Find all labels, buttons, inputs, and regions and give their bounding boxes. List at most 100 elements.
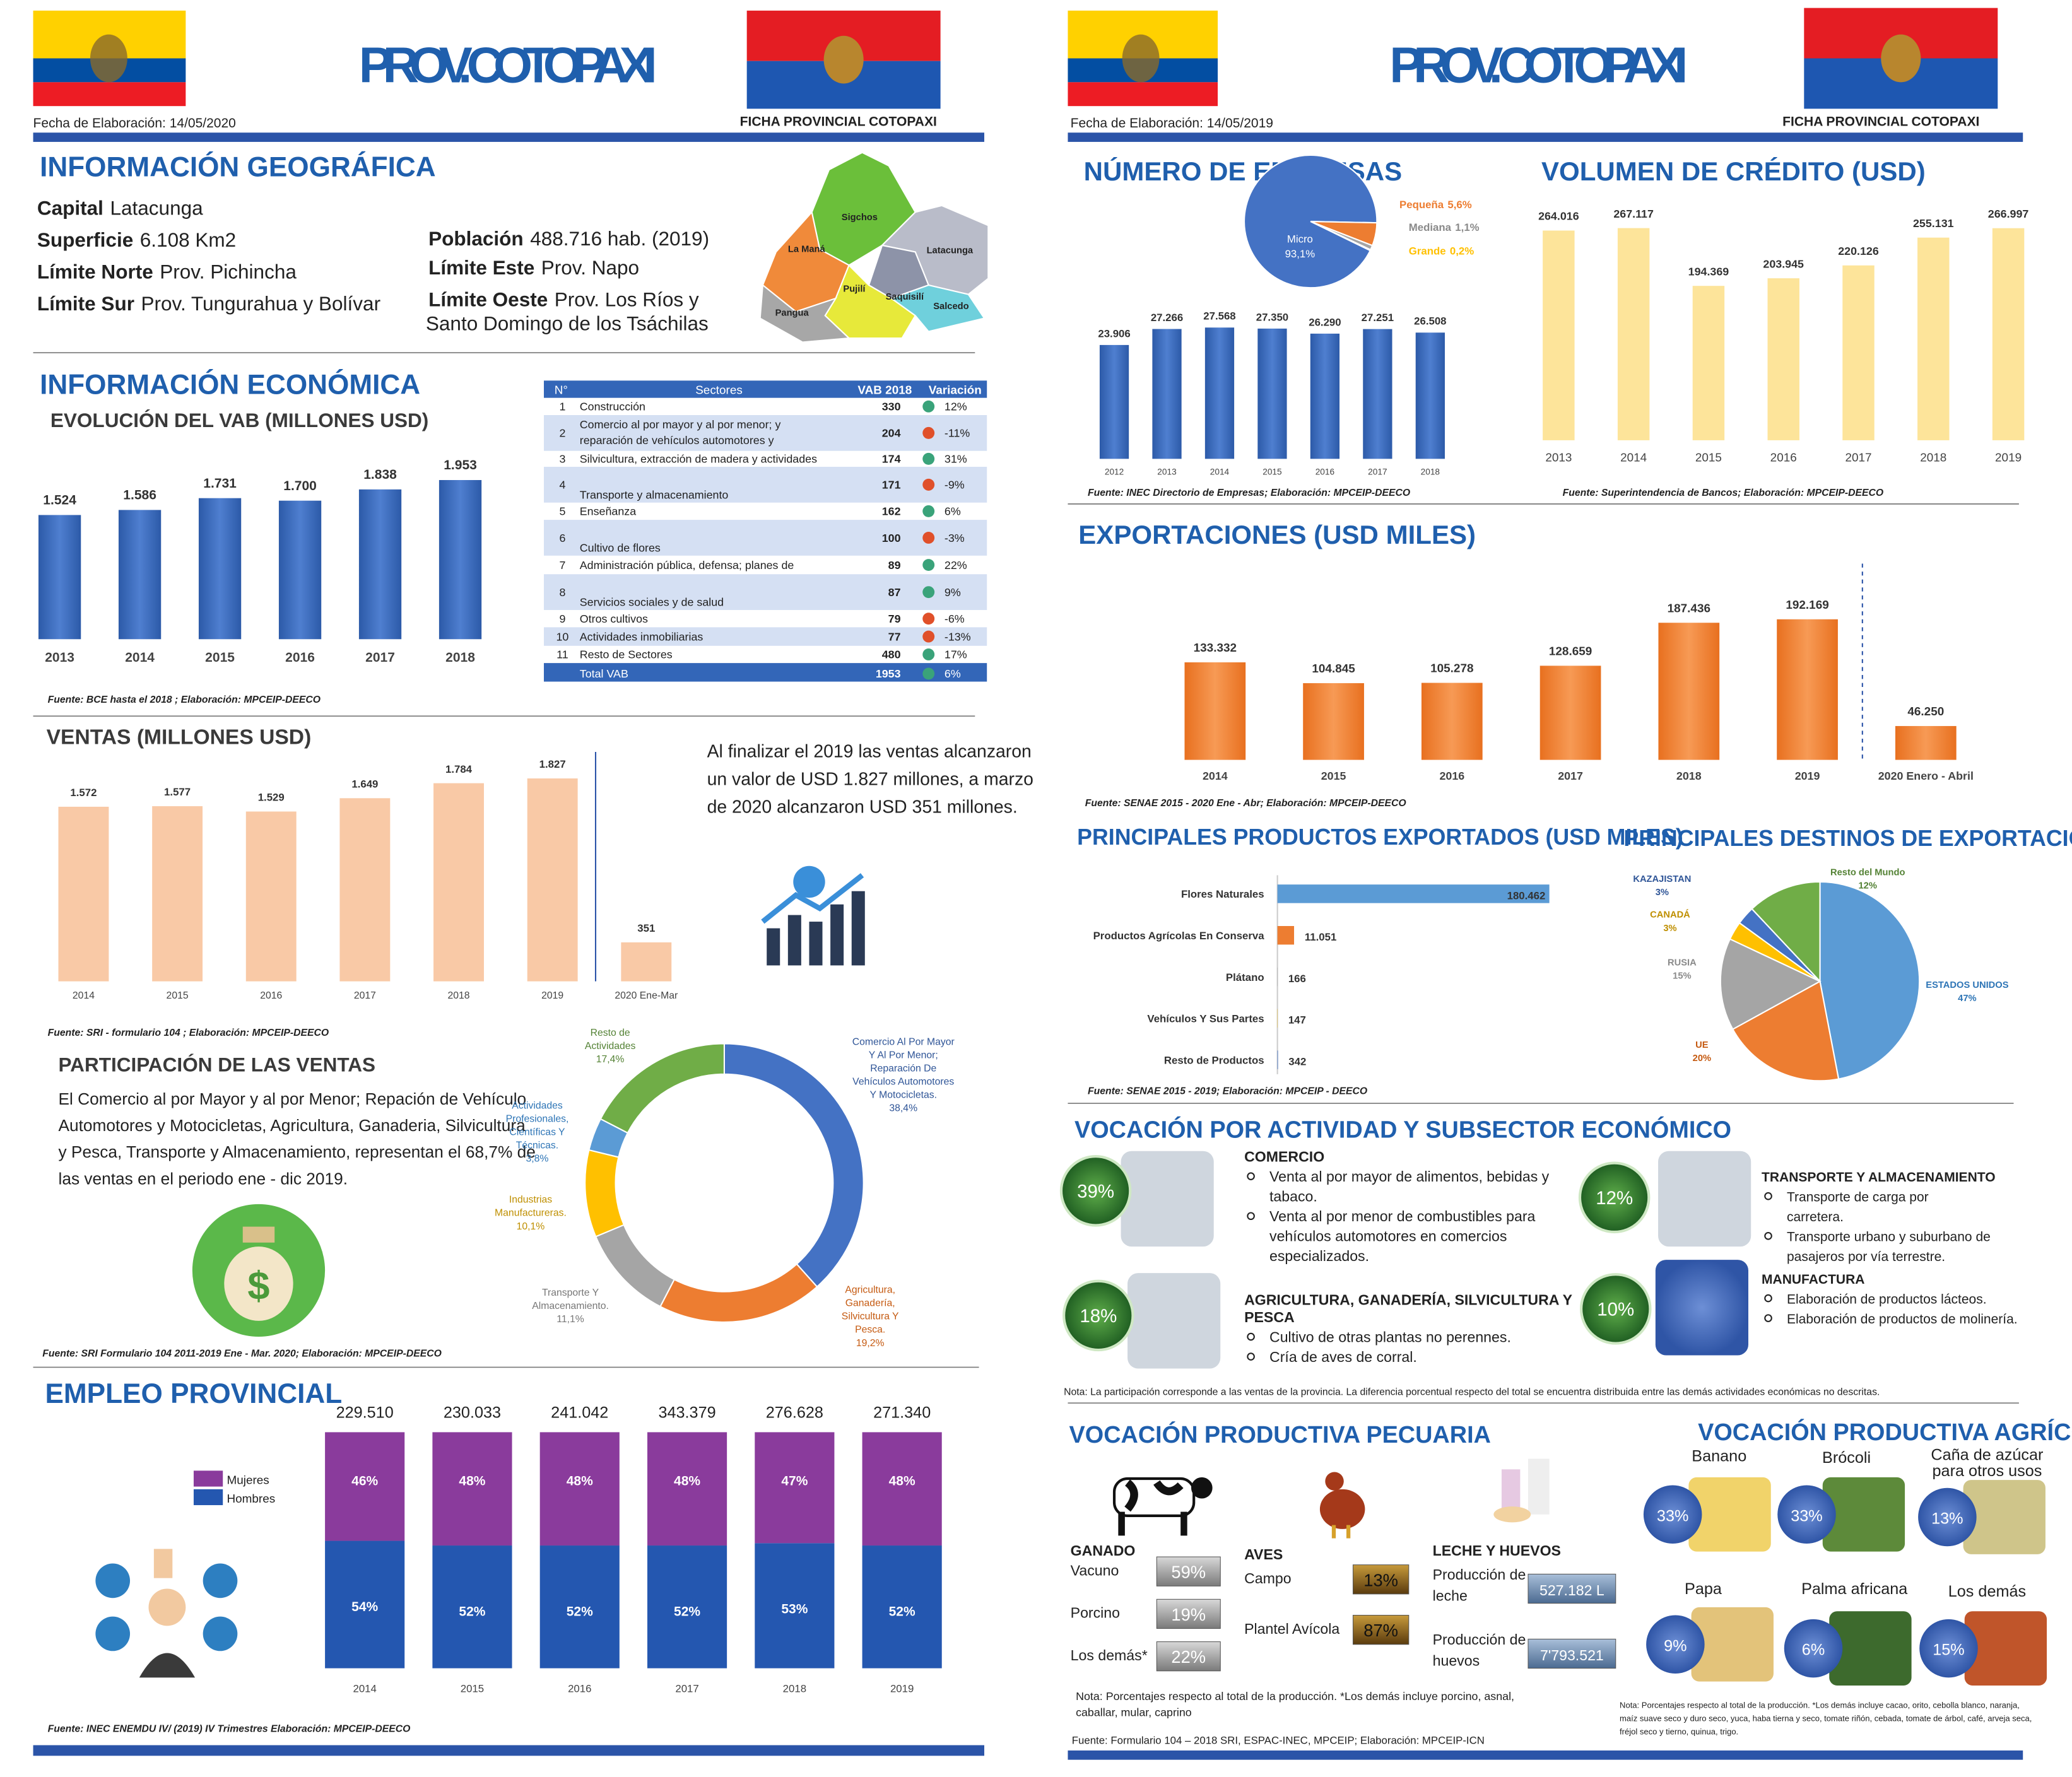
map-label: Sigchos [842, 213, 878, 223]
activity-image [1655, 1260, 1749, 1356]
slice-value: 11,1% [556, 1314, 584, 1325]
x-tick-label: 2019 [541, 990, 563, 1001]
status-dot [922, 452, 935, 465]
map-label: Latacunga [927, 246, 974, 256]
bar [1617, 228, 1650, 440]
slice-label: Micro [1287, 233, 1313, 245]
bar [58, 806, 109, 982]
pct: 10% [1597, 1299, 1634, 1320]
table-cell: 171 [882, 479, 901, 491]
slice-value: 93,1% [1285, 248, 1316, 260]
chart-icon [761, 865, 865, 966]
map-label: Pangua [775, 308, 809, 318]
table-row-bg [543, 466, 987, 503]
total-label: 241.042 [551, 1404, 608, 1421]
label: Límite Norte [37, 260, 153, 283]
slice-value: 1,1% [1455, 221, 1479, 233]
chart-title: PRINCIPALES PRODUCTOS EXPORTADOS (USD MI… [1077, 824, 1683, 850]
table-cell: 89 [888, 559, 901, 572]
product-name: Banano [1692, 1448, 1746, 1465]
chart-title: PRINCIPALES DESTINOS DE EXPORTACIÓN [1623, 826, 2072, 851]
row-label: Producción de huevos [1433, 1631, 1526, 1669]
bar [198, 498, 242, 640]
data-label: 1.827 [539, 758, 566, 770]
data-label: 46% [351, 1474, 378, 1489]
block-title: TRANSPORTE Y ALMACENAMIENTO [1762, 1170, 1996, 1185]
value: 527.182 L [1539, 1582, 1604, 1598]
x-tick-label: 2014 [73, 990, 95, 1001]
value-box [1528, 1638, 1616, 1669]
row-label: Vacuno [1071, 1562, 1119, 1578]
slice-label: Grande 0,2% [1409, 245, 1474, 257]
bar [1658, 623, 1720, 760]
product-image [1963, 1480, 2046, 1554]
row-label: Producción de leche [1433, 1566, 1526, 1604]
source: Fuente: Formulario 104 – 2018 SRI, ESPAC… [1072, 1734, 1485, 1746]
label: Capital [37, 197, 103, 220]
subtitle: FICHA PROVINCIAL COTOPAXI [1782, 115, 1979, 129]
label-value: Límite Norte Prov. Pichincha [37, 260, 297, 283]
bar [1277, 925, 1295, 945]
data-label: 1.577 [164, 786, 191, 798]
bar [1415, 332, 1445, 459]
value: Prov. Los Ríos y [555, 288, 699, 311]
x-tick-label: 2014 [1620, 452, 1647, 465]
slice [584, 1149, 625, 1238]
y-tick-label: Productos Agrícolas En Conserva [1093, 930, 1265, 942]
slice [599, 1043, 725, 1134]
note: Nota: La participación corresponde a las… [1064, 1387, 1880, 1398]
slice-label: Transporte Y Almacenamiento. [532, 1287, 609, 1311]
table-cell: 174 [882, 453, 901, 466]
bar [38, 515, 81, 640]
slice [1751, 881, 1821, 983]
page-title: PROV. COTOPAXI [1389, 37, 1688, 93]
group-title: LECHE Y HUEVOS [1433, 1542, 1561, 1559]
bar-segment [862, 1545, 942, 1669]
bar-segment [325, 1540, 405, 1669]
status-dot [922, 559, 935, 572]
data-label: 147 [1288, 1014, 1306, 1026]
row-label: Plantel Avícola [1244, 1621, 1339, 1637]
bar [152, 806, 203, 982]
table-cell: Silvicultura, extracción de madera y act… [580, 453, 817, 466]
label-value: Límite Sur Prov. Tungurahua y Bolívar [37, 292, 380, 315]
money-icon: $ [192, 1204, 326, 1337]
product-name: Caña de azúcar para otros usos [1931, 1446, 2043, 1480]
activity-image [1121, 1151, 1214, 1247]
table-cell: 9% [945, 586, 961, 599]
table-cell: 6% [945, 667, 961, 680]
table-cell: 79 [888, 613, 901, 625]
x-tick-label: 2016 [1439, 770, 1464, 782]
group-title: GANADO [1071, 1542, 1136, 1559]
x-tick-label: 2016 [568, 1682, 591, 1694]
table-header-cell: Variación [929, 384, 982, 397]
map-label: Pujilí [843, 284, 866, 294]
chart-title: EVOLUCIÓN DEL VAB (MILLONES USD) [50, 409, 428, 431]
pct: 33% [1791, 1507, 1822, 1525]
x-tick-label: 2016 [1770, 452, 1797, 465]
paragraph: las ventas en el periodo ene - dic 2019. [59, 1169, 348, 1188]
data-label: 194.369 [1688, 265, 1729, 278]
table-cell: 22% [945, 559, 967, 572]
x-tick-label: 2017 [365, 650, 395, 665]
flag-ecuador [1068, 10, 1218, 107]
total-label: 271.340 [873, 1404, 931, 1421]
pct-circle [1579, 1273, 1652, 1345]
bar [1184, 662, 1246, 760]
data-label: 255.131 [1913, 217, 1954, 230]
data-label: 52% [459, 1604, 485, 1619]
value-box [1352, 1615, 1410, 1645]
data-label: 220.126 [1838, 245, 1879, 257]
slice-value: 10,1% [517, 1221, 545, 1232]
source: Fuente: SENAE 2015 - 2020 Ene - Abr; Ela… [1085, 798, 1406, 809]
x-tick-label: 2013 [45, 650, 74, 665]
pct: 39% [1077, 1181, 1114, 1202]
svg-text:$: $ [247, 1264, 269, 1308]
bullet [1764, 1231, 1772, 1240]
data-label: 27.350 [1256, 311, 1288, 323]
data-label: 187.436 [1668, 602, 1710, 615]
x-tick-label: 2018 [783, 1682, 806, 1694]
slice-label: RUSIA [1668, 958, 1697, 968]
data-label: 1.649 [351, 778, 378, 790]
